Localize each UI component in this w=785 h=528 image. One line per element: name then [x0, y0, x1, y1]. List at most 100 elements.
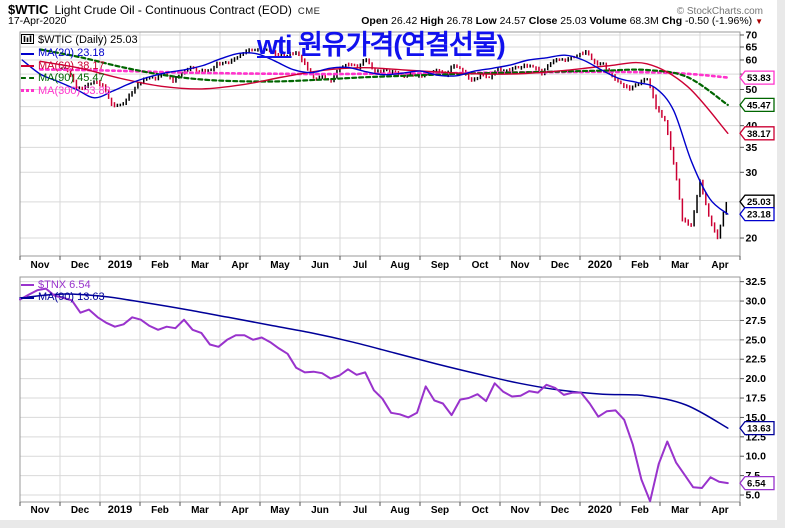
- month-label: Dec: [71, 505, 90, 516]
- month-label: Feb: [151, 505, 169, 516]
- price-badge-53.83: 53.83: [739, 70, 775, 85]
- svg-text:53.83: 53.83: [747, 73, 771, 84]
- month-label: 2019: [108, 504, 132, 516]
- svg-text:30.0: 30.0: [746, 296, 767, 308]
- month-label: 2020: [588, 259, 612, 271]
- svg-text:13.63: 13.63: [747, 424, 771, 435]
- quote-low: Low 24.57: [475, 15, 529, 27]
- month-label: Jul: [353, 505, 368, 516]
- month-label: Apr: [231, 505, 248, 516]
- svg-text:65: 65: [746, 41, 758, 53]
- month-label: Sep: [431, 260, 449, 271]
- tnx-ma90-line: [19, 293, 729, 429]
- svg-text:38.17: 38.17: [747, 129, 771, 140]
- month-label: Feb: [631, 505, 649, 516]
- ma300-line: [38, 68, 730, 79]
- annotation-latin-part: wti: [257, 30, 292, 60]
- month-label: May: [270, 260, 290, 271]
- chart-panel-1: 5.07.510.012.515.017.520.022.525.027.530…: [19, 276, 775, 516]
- month-label: Apr: [711, 505, 728, 516]
- security-name: Light Crude Oil - Continuous Contract (E…: [54, 3, 292, 17]
- svg-text:45.47: 45.47: [747, 100, 771, 111]
- quote-high: High 26.78: [420, 15, 476, 27]
- price-badge-23.18: 23.18: [739, 206, 775, 222]
- quote-volume: Volume 68.3M: [589, 15, 662, 27]
- month-label: Nov: [31, 260, 50, 271]
- x-axis-ticks: Nov Dec 2019 Feb Mar Apr May Jun Jul Aug Sep Oct Nov…: [19, 502, 741, 516]
- svg-text:17.5: 17.5: [746, 393, 767, 405]
- quote-row: 17-Apr-2020 Open 26.42 High 26.78 Low 24…: [8, 15, 763, 27]
- svg-text:6.54: 6.54: [747, 479, 766, 490]
- ma20-line: [21, 52, 729, 215]
- month-label: Mar: [671, 260, 689, 271]
- month-label: Apr: [711, 260, 728, 271]
- svg-text:25.0: 25.0: [746, 334, 767, 346]
- svg-text:35: 35: [746, 142, 758, 154]
- ohlc-quote: Open 26.42 High 26.78 Low 24.57 Close 25…: [361, 15, 763, 27]
- y-axis-ticks: 5.07.510.012.515.017.520.022.525.027.530…: [740, 276, 767, 502]
- quote-open: Open 26.42: [361, 15, 421, 27]
- chart-header: $WTIC Light Crude Oil - Continuous Contr…: [8, 2, 763, 17]
- month-label: Jul: [353, 260, 368, 271]
- svg-text:15.0: 15.0: [746, 412, 767, 424]
- price-badge-25.03: 25.03: [739, 194, 775, 209]
- month-label: Dec: [551, 505, 570, 516]
- month-label: May: [270, 505, 290, 516]
- month-label: Aug: [390, 260, 409, 271]
- price-badge-38.17: 38.17: [739, 126, 775, 141]
- month-label: Nov: [31, 505, 50, 516]
- month-label: 2019: [108, 259, 132, 271]
- copyright: © StockCharts.com: [676, 6, 763, 17]
- month-label: Nov: [511, 260, 530, 271]
- svg-text:20: 20: [746, 233, 758, 245]
- month-label: Nov: [511, 505, 530, 516]
- tnx-yield-weekly-line: [19, 287, 729, 503]
- annotation-korean-part: 원유가격(연결선물): [291, 30, 506, 60]
- month-label: Jun: [311, 505, 329, 516]
- price-badge-45.47: 45.47: [739, 97, 775, 113]
- svg-text:20.0: 20.0: [746, 373, 767, 385]
- price-badge-13.63: 13.63: [739, 420, 775, 436]
- ticker-symbol: $WTIC: [8, 2, 49, 17]
- month-label: Oct: [472, 260, 489, 271]
- month-label: Feb: [631, 260, 649, 271]
- month-label: Feb: [151, 260, 169, 271]
- month-label: Mar: [191, 260, 209, 271]
- chart-card: $WTIC Light Crude Oil - Continuous Contr…: [0, 0, 777, 520]
- svg-text:32.5: 32.5: [746, 276, 767, 288]
- month-label: Jun: [311, 260, 329, 271]
- month-label: Sep: [431, 505, 449, 516]
- month-label: Mar: [671, 505, 689, 516]
- quote-chg: Chg -0.50 (-1.96%) ▼: [661, 15, 763, 27]
- svg-text:50: 50: [746, 84, 758, 96]
- month-label: Dec: [551, 260, 570, 271]
- quote-close: Close 25.03: [528, 15, 590, 27]
- month-label: 2020: [588, 504, 612, 516]
- svg-text:22.5: 22.5: [746, 354, 767, 366]
- month-label: Apr: [231, 260, 248, 271]
- month-label: Mar: [191, 505, 209, 516]
- change-down-triangle-icon: ▼: [755, 17, 763, 26]
- svg-text:27.5: 27.5: [746, 315, 767, 327]
- svg-text:10.0: 10.0: [746, 451, 767, 463]
- svg-text:23.18: 23.18: [747, 210, 771, 221]
- ma60-line: [39, 60, 729, 134]
- korean-annotation: wti 원유가격(연결선물): [257, 23, 506, 62]
- month-label: Oct: [472, 505, 489, 516]
- svg-text:60: 60: [746, 54, 758, 66]
- month-label: Aug: [390, 505, 409, 516]
- exchange-label: CME: [297, 6, 321, 17]
- price-badge-6.54: 6.54: [739, 475, 775, 491]
- chart-date: 17-Apr-2020: [8, 15, 67, 27]
- chart-panel-0: 2025303540455055606570NovDec2019FebMarAp…: [19, 29, 775, 271]
- price-yield-chart: 2025303540455055606570NovDec2019FebMarAp…: [19, 29, 775, 516]
- svg-text:5.0: 5.0: [746, 490, 761, 502]
- x-axis-ticks: Nov Dec 2019 Feb Mar Apr May Jun Jul Aug Sep Oct Nov…: [19, 256, 741, 271]
- month-label: Dec: [71, 260, 90, 271]
- svg-text:30: 30: [746, 167, 758, 179]
- svg-text:70: 70: [746, 29, 758, 41]
- svg-text:25.03: 25.03: [747, 197, 771, 208]
- gridlines: [20, 277, 740, 502]
- gridlines: [20, 32, 740, 256]
